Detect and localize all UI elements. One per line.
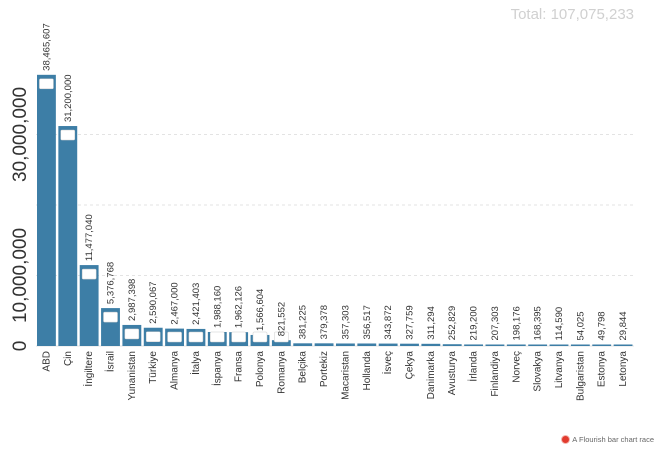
- category-label: Slovakya: [533, 351, 544, 392]
- bar: [79, 265, 99, 346]
- y-tick-label: 10,000,000: [10, 228, 31, 323]
- bar: [293, 343, 313, 346]
- spain-flag-icon: [210, 331, 225, 343]
- category-label: İrlanda: [467, 351, 480, 382]
- value-label: 1,962,126: [234, 286, 245, 328]
- bar: [464, 344, 483, 346]
- value-label: 38,465,607: [41, 23, 52, 71]
- bar: [549, 344, 569, 346]
- y-tick-label: 0: [10, 341, 31, 352]
- france-flag-icon: [231, 331, 246, 343]
- credit-text: A Flourish bar chart race: [572, 435, 654, 444]
- flourish-credit[interactable]: A Flourish bar chart race: [562, 435, 654, 444]
- category-label: Yunanistan: [127, 351, 138, 401]
- value-label: 1,566,604: [255, 289, 266, 331]
- category-label: İtalya: [189, 351, 202, 375]
- category-label: Romanya: [276, 351, 287, 394]
- greece-flag-icon: [124, 328, 140, 340]
- israel-flag-icon: [103, 311, 118, 323]
- value-label: 207,303: [490, 306, 501, 340]
- china-flag-icon: [60, 129, 76, 141]
- category-label: İngiltere: [82, 351, 95, 387]
- value-label: 1,988,160: [212, 286, 223, 328]
- value-label: 343,872: [383, 305, 394, 339]
- category-label: Almanya: [170, 351, 181, 390]
- bar: [314, 343, 334, 346]
- bar: [506, 344, 526, 346]
- value-label: 357,303: [340, 305, 351, 339]
- bar: [336, 343, 355, 346]
- category-label: Estonya: [597, 351, 608, 388]
- category-label: İsrail: [104, 351, 117, 372]
- bar: [570, 344, 590, 346]
- flourish-logo-icon: [562, 436, 570, 443]
- category-label: Finlandiya: [490, 351, 501, 397]
- bar: [271, 340, 291, 346]
- value-label: 168,395: [533, 306, 544, 340]
- category-label: ABD: [41, 351, 52, 372]
- total-label: Total: 107,075,233: [510, 6, 634, 23]
- bar: [613, 344, 633, 346]
- value-label: 2,467,000: [170, 282, 181, 324]
- value-label: 356,517: [362, 305, 373, 339]
- category-label: Norveç: [511, 351, 522, 383]
- value-label: 49,798: [597, 311, 608, 340]
- bar: [58, 126, 78, 346]
- value-label: 2,421,403: [191, 283, 202, 325]
- value-label: 2,590,067: [148, 281, 159, 323]
- category-label: İspanya: [210, 351, 223, 386]
- value-label: 11,477,040: [84, 214, 95, 261]
- value-label: 31,200,000: [63, 74, 74, 122]
- bar: [592, 344, 612, 346]
- bar: [421, 343, 441, 346]
- category-label: Fransa: [234, 351, 245, 383]
- category-label: Hollanda: [362, 351, 373, 391]
- category-label: Macaristan: [340, 351, 351, 400]
- bar: [357, 343, 377, 346]
- value-label: 2,987,398: [127, 279, 138, 321]
- category-label: İsveç: [381, 351, 394, 374]
- category-label: Litvanya: [554, 351, 565, 389]
- y-tick-label: 30,000,000: [10, 87, 31, 182]
- category-label: Bulgaristan: [575, 351, 586, 401]
- germany-flag-icon: [167, 331, 182, 343]
- value-label: 821,552: [276, 302, 287, 336]
- category-label: Belçika: [298, 351, 309, 384]
- italy-flag-icon: [188, 331, 204, 343]
- category-label: Çin: [63, 351, 74, 366]
- romania-flag-icon: [274, 331, 289, 343]
- value-label: 5,376,768: [106, 262, 117, 304]
- value-label: 29,844: [618, 311, 629, 340]
- value-label: 54,025: [575, 311, 586, 340]
- category-label: Çekya: [405, 351, 416, 380]
- value-label: 379,378: [319, 305, 330, 339]
- poland-flag-icon: [252, 331, 268, 343]
- category-label: Avusturya: [447, 351, 458, 396]
- category-label: Portekiz: [319, 351, 330, 387]
- bar: [37, 74, 56, 346]
- category-label: Polonya: [255, 351, 266, 388]
- value-label: 198,176: [511, 306, 522, 340]
- bar: [528, 344, 548, 346]
- bar: [378, 343, 398, 346]
- turkey-flag-icon: [145, 331, 161, 342]
- value-label: 327,759: [405, 305, 416, 339]
- value-label: 311,294: [426, 306, 437, 340]
- us-flag-icon: [39, 78, 54, 90]
- value-label: 381,225: [298, 305, 309, 339]
- bar: [400, 343, 419, 346]
- category-label: Türkiye: [148, 351, 159, 384]
- value-label: 252,829: [447, 306, 458, 340]
- uk-flag-icon: [81, 268, 97, 280]
- category-label: Letonya: [618, 351, 629, 387]
- category-label: Danimarka: [426, 351, 437, 400]
- bar: [442, 344, 462, 346]
- value-label: 219,200: [469, 306, 480, 340]
- bar: [485, 344, 505, 346]
- value-label: 114,590: [554, 307, 565, 341]
